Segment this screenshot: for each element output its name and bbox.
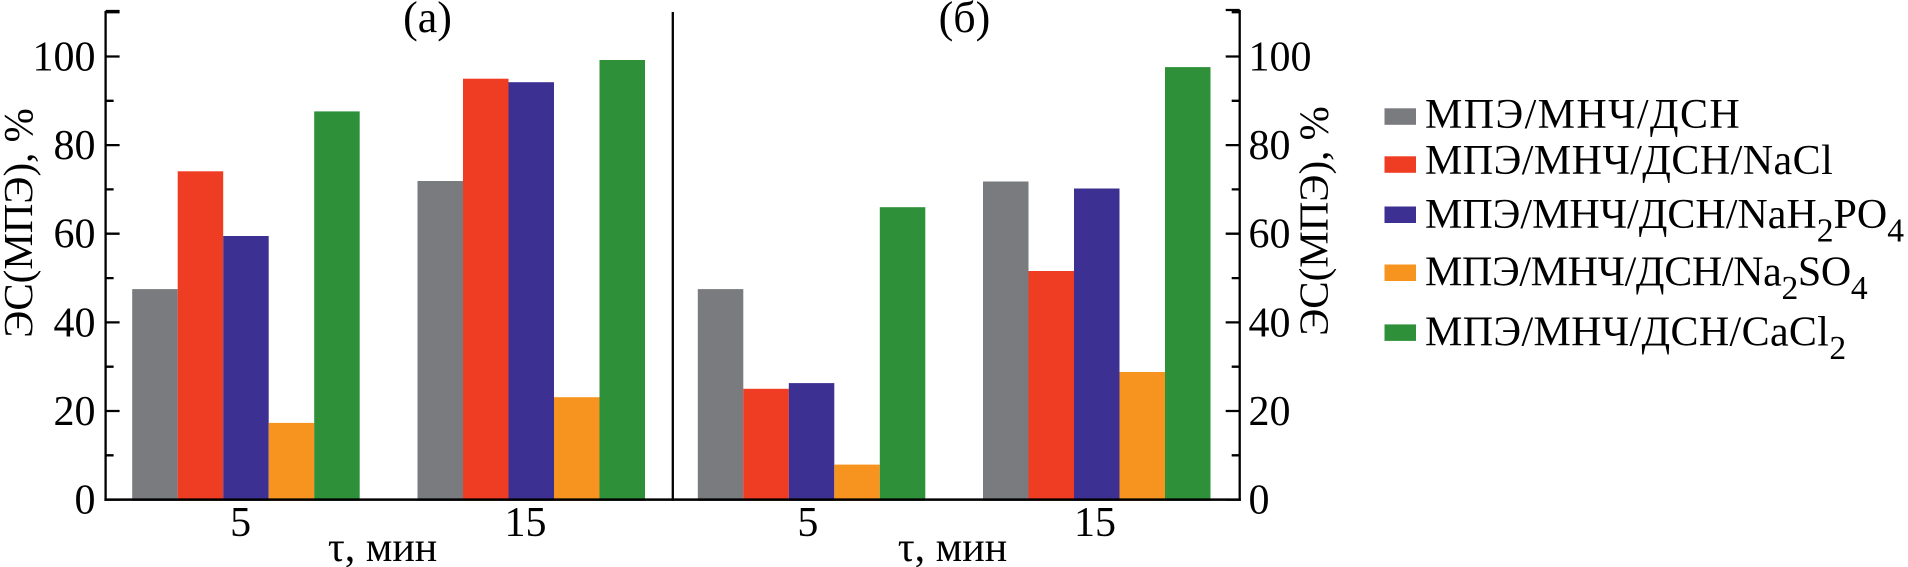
svg-text:ЭС(МПЭ), %: ЭС(МПЭ), % <box>1290 106 1336 336</box>
svg-text:τ, мин: τ, мин <box>328 525 437 567</box>
svg-text:60: 60 <box>54 212 96 258</box>
svg-text:100: 100 <box>1249 34 1312 80</box>
svg-text:(б): (б) <box>939 0 991 42</box>
svg-text:20: 20 <box>54 389 96 435</box>
svg-text:40: 40 <box>54 300 96 346</box>
svg-text:МПЭ/МНЧ/ДСН: МПЭ/МНЧ/ДСН <box>1425 92 1741 138</box>
svg-text:20: 20 <box>1249 389 1291 435</box>
svg-text:5: 5 <box>797 500 818 546</box>
svg-text:5: 5 <box>230 500 251 546</box>
svg-text:100: 100 <box>33 34 96 80</box>
svg-text:ЭС(МПЭ), %: ЭС(МПЭ), % <box>0 108 41 338</box>
svg-text:(а): (а) <box>403 0 452 42</box>
svg-text:0: 0 <box>75 478 96 524</box>
svg-text:60: 60 <box>1249 212 1291 258</box>
svg-text:МПЭ/МНЧ/ДСН/NaCl: МПЭ/МНЧ/ДСН/NaCl <box>1425 138 1833 184</box>
svg-text:40: 40 <box>1249 300 1291 346</box>
svg-text:80: 80 <box>1249 123 1291 169</box>
svg-text:τ, мин: τ, мин <box>898 525 1007 567</box>
svg-text:0: 0 <box>1249 478 1270 524</box>
svg-text:15: 15 <box>1074 500 1116 546</box>
svg-text:15: 15 <box>505 500 547 546</box>
svg-text:80: 80 <box>54 123 96 169</box>
